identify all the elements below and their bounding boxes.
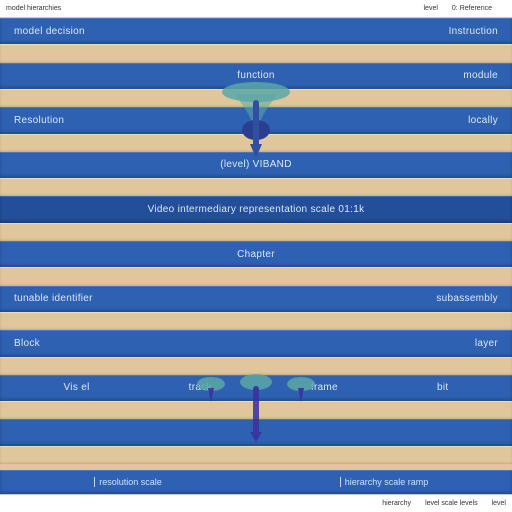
layer-band: Chapter	[0, 241, 512, 286]
footer-bar: hierarchy level scale levels level	[0, 494, 512, 512]
layer-band-tan	[0, 267, 512, 285]
band-quad-label: track	[189, 382, 212, 393]
layer-band-tan	[0, 357, 512, 375]
band-center-label: function	[0, 70, 512, 81]
layer-band-tan	[0, 446, 512, 464]
layer-band: (level) VIBAND	[0, 152, 512, 197]
layer-stack: model decision Instruction modulefunction R…	[0, 18, 512, 494]
layer-band-tan	[0, 178, 512, 196]
layer-band-tan	[0, 44, 512, 62]
layer-band-blue: Block layer	[0, 330, 512, 356]
layer-band-blue: Resolution locally	[0, 107, 512, 133]
band-left-label: Resolution	[14, 115, 64, 126]
layer-band	[0, 419, 512, 464]
layer-band: tunable identifier subassembly	[0, 286, 512, 331]
layer-band: Vis el track frame bit	[0, 375, 512, 420]
band-right-label: layer	[475, 338, 498, 349]
legend-cell: resolution scale	[0, 477, 256, 487]
layer-band-blue: Video intermediary representation scale …	[0, 196, 512, 222]
band-left-label: model decision	[14, 26, 85, 37]
layer-band-tan	[0, 312, 512, 330]
footer-left: hierarchy	[382, 500, 411, 507]
layer-band-tan	[0, 223, 512, 241]
band-center-label: (level) VIBAND	[14, 159, 498, 170]
legend-cell: hierarchy scale ramp	[256, 477, 512, 487]
band-full-label: Video intermediary representation scale …	[14, 204, 498, 215]
band-right-label: Instruction	[449, 26, 498, 37]
band-right-label: subassembly	[436, 293, 498, 304]
layer-band: Resolution locally	[0, 107, 512, 152]
band-right-label: module	[463, 70, 498, 81]
layer-band-tan	[0, 134, 512, 152]
layer-band-blue: Chapter	[0, 241, 512, 267]
band-left-label: Block	[14, 338, 40, 349]
band-left-label: tunable identifier	[14, 293, 93, 304]
header-left: model hierarchies	[6, 5, 61, 12]
layer-band-blue: (level) VIBAND	[0, 152, 512, 178]
legend-strip: resolution scale hierarchy scale ramp	[0, 464, 512, 494]
band-quad-label: frame	[311, 382, 338, 393]
footer-mid: level scale levels	[425, 500, 478, 507]
footer-right: level	[492, 500, 506, 507]
band-center-label: Chapter	[14, 249, 498, 260]
band-right-label: locally	[468, 115, 498, 126]
legend-label: resolution scale	[99, 477, 162, 487]
legend-label: hierarchy scale ramp	[345, 477, 429, 487]
layer-band: model decision Instruction	[0, 18, 512, 63]
layer-band-tan	[0, 89, 512, 107]
layer-band: modulefunction	[0, 63, 512, 108]
header-mid2: 0: Reference	[452, 5, 492, 12]
header-bar: model hierarchies level 0: Reference	[0, 0, 512, 18]
layer-band-blue: tunable identifier subassembly	[0, 286, 512, 312]
layer-band-blue: model decision Instruction	[0, 18, 512, 44]
header-mid1: level	[424, 5, 438, 12]
layer-band: Video intermediary representation scale …	[0, 196, 512, 241]
layer-band-blue: Vis el track frame bit	[0, 375, 512, 401]
band-quad-label: bit	[437, 382, 448, 393]
layer-band-tan	[0, 401, 512, 419]
band-quad-label: Vis el	[64, 382, 90, 393]
layer-band-blue	[0, 419, 512, 445]
layer-band-blue: modulefunction	[0, 63, 512, 89]
layer-band: Block layer	[0, 330, 512, 375]
